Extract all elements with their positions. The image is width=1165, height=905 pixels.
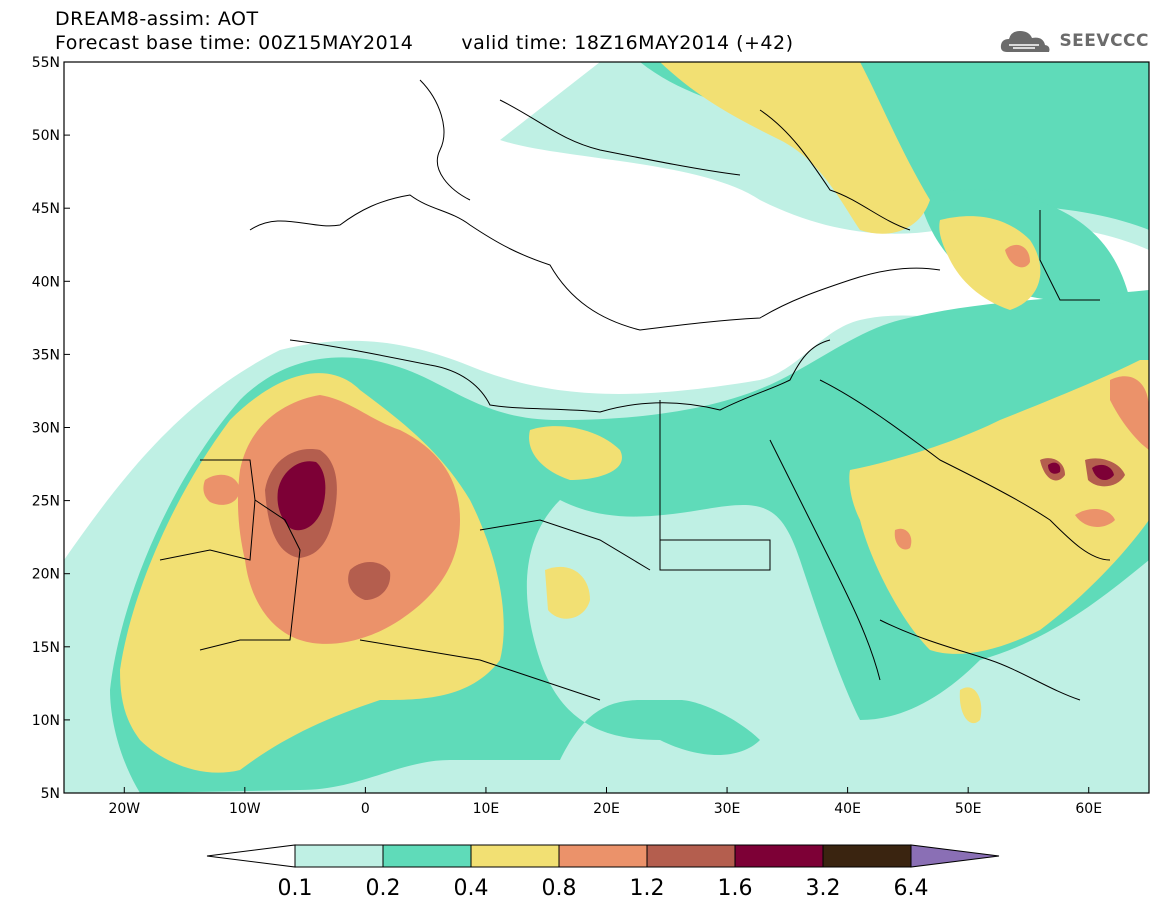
colorbar-swatch <box>294 844 384 868</box>
colorbar-swatch <box>822 844 912 868</box>
longitude-axis: 20W 10W 0 10E 20E 30E 40E 50E 60E <box>108 787 1102 817</box>
latitude-axis: 55N 50N 45N 40N 35N 30N 25N 20N 15N 10N 5N <box>32 55 70 802</box>
valid-time: valid time: 18Z16MAY2014 (+42) <box>461 32 794 54</box>
seevccc-logo: SEEVCCC <box>999 26 1149 56</box>
coastlines <box>159 79 1111 701</box>
lon-tick-label: 10W <box>229 801 261 817</box>
lon-tick-label: 0 <box>361 801 370 817</box>
lat-tick-label: 30N <box>32 421 60 437</box>
lat-tick-label: 45N <box>32 201 60 217</box>
colorbar-level-label: 1.2 <box>630 876 665 901</box>
colorbar-over-triangle <box>910 844 1000 868</box>
time-info: Forecast base time: 00Z15MAY2014 valid ti… <box>55 32 794 54</box>
lat-tick-label: 50N <box>32 128 60 144</box>
colorbar-swatch <box>470 844 560 868</box>
lat-tick-label: 10N <box>32 713 60 729</box>
lon-tick-label: 60E <box>1075 801 1102 817</box>
colorbar-swatch <box>646 844 736 868</box>
lon-tick-label: 20W <box>108 801 140 817</box>
lon-tick-label: 10E <box>473 801 500 817</box>
colorbar-swatch <box>558 844 648 868</box>
base-time: Forecast base time: 00Z15MAY2014 <box>55 32 414 54</box>
colorbar-level-label: 0.4 <box>454 876 489 901</box>
aot-level-1-6 <box>277 461 1114 531</box>
colorbar-under-triangle <box>206 844 296 868</box>
lon-tick-label: 40E <box>834 801 861 817</box>
aot-fields <box>64 62 1149 793</box>
lat-tick-label: 15N <box>32 640 60 656</box>
lon-tick-label: 20E <box>593 801 620 817</box>
colorbar-level-label: 6.4 <box>894 876 929 901</box>
colorbar-swatch <box>382 844 472 868</box>
colorbar-level-label: 1.6 <box>718 876 753 901</box>
colorbar-level-label: 0.1 <box>278 876 313 901</box>
colorbar-level-label: 0.2 <box>366 876 401 901</box>
lat-tick-label: 35N <box>32 347 60 363</box>
lat-tick-label: 5N <box>41 786 60 802</box>
colorbar-level-label: 0.8 <box>542 876 577 901</box>
colorbar-swatch <box>734 844 824 868</box>
lat-tick-label: 25N <box>32 494 60 510</box>
logo-text: SEEVCCC <box>1059 31 1149 51</box>
lat-tick-label: 55N <box>32 55 60 71</box>
map-title: DREAM8-assim: AOT <box>55 8 259 30</box>
cloud-icon <box>1001 31 1050 52</box>
lon-tick-label: 30E <box>714 801 741 817</box>
colorbar-level-label: 3.2 <box>806 876 841 901</box>
lat-tick-label: 20N <box>32 567 60 583</box>
colorbar: 0.1 0.2 0.4 0.8 1.2 1.6 3.2 6.4 <box>206 844 1000 901</box>
lat-tick-label: 40N <box>32 274 60 290</box>
lon-tick-label: 50E <box>955 801 982 817</box>
